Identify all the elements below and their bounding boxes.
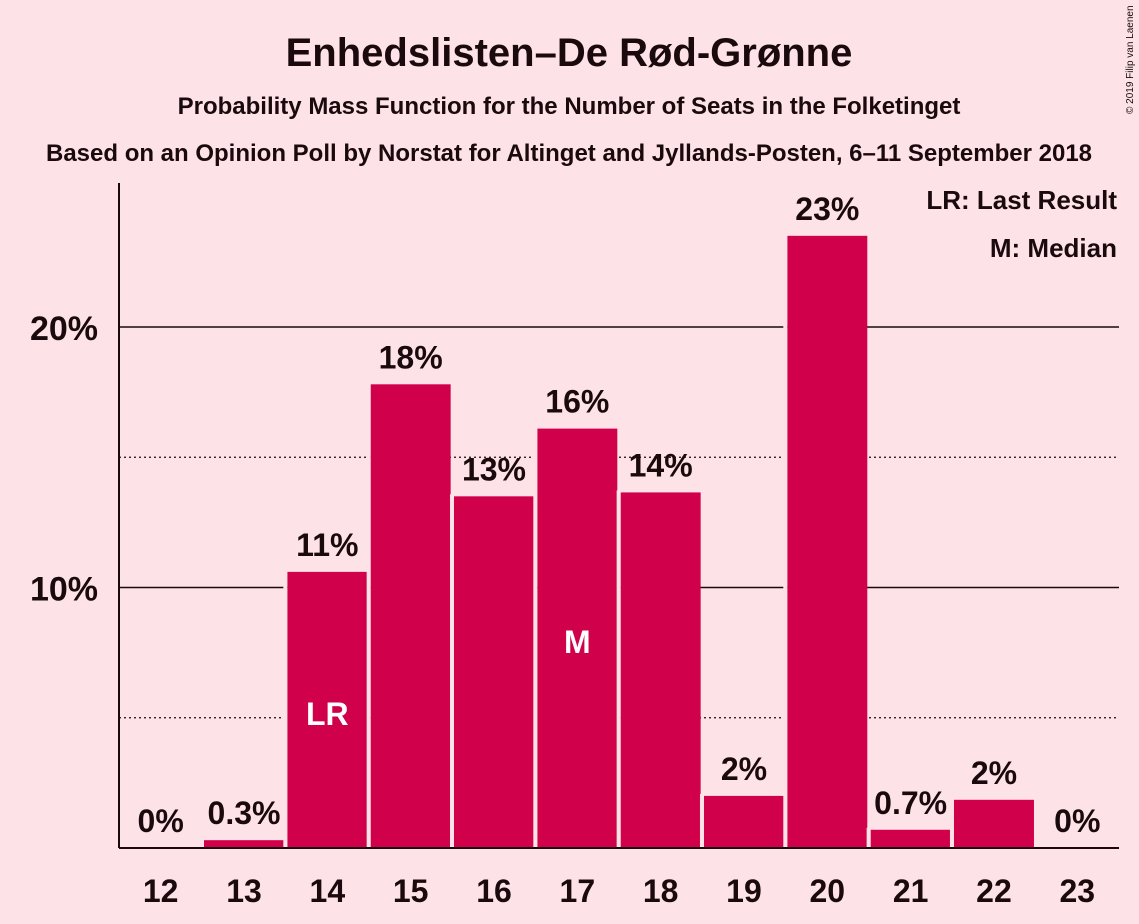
x-tick-label: 23 [1059,873,1095,909]
x-tick-label: 18 [643,873,679,909]
bar-separator [449,494,454,848]
x-tick-label: 16 [476,873,512,909]
data-label: 11% [296,527,358,563]
data-label: 18% [379,339,443,375]
bar-21 [870,829,951,848]
bar-15 [370,384,451,848]
x-tick-label: 12 [143,873,179,909]
copyright-text: © 2019 Filip van Laenen [1125,5,1136,114]
bar-19 [703,795,784,848]
bar-separator [533,426,538,848]
labels: 10% 20% 0% 12 0.3% 13 11% 14 LR 18% 15 13% 16 16% 17 M 1… [30,191,1100,909]
data-label: 0% [1054,803,1100,839]
bar-separator [866,827,871,848]
data-label: 16% [545,384,609,420]
chart-subtitle: Probability Mass Function for the Number… [178,93,961,120]
y-tick-label: 10% [30,571,98,609]
inner-label: LR [306,696,349,732]
data-label: 13% [462,451,526,487]
inner-label: M [564,624,591,660]
x-tick-label: 17 [560,873,596,909]
bar-separator [783,233,788,848]
legend-last-result: LR: Last Result [926,185,1117,215]
bar-13 [203,840,284,848]
data-label: 2% [721,751,767,787]
y-tick-label: 20% [30,310,98,348]
x-tick-label: 21 [893,873,929,909]
bar-16 [453,496,534,848]
bar-17 [537,428,618,848]
data-label: 2% [971,755,1017,791]
bar-separator [283,569,288,848]
bar-separator [199,838,204,848]
chart-title: Enhedslisten–De Rød-Grønne [286,31,853,75]
data-label: 14% [629,447,693,483]
bar-18 [620,492,701,848]
x-tick-label: 14 [310,873,346,909]
x-tick-label: 13 [226,873,262,909]
bar-20 [787,235,868,848]
x-tick-label: 19 [726,873,762,909]
bar-separator [616,490,621,848]
bar-22 [953,799,1034,848]
legend-median: M: Median [990,233,1117,263]
x-tick-label: 15 [393,873,429,909]
chart-subtitle-2: Based on an Opinion Poll by Norstat for … [46,140,1092,167]
data-label: 0% [138,803,184,839]
bar-14 [287,571,368,848]
bar-separator [699,793,704,848]
x-tick-label: 20 [810,873,846,909]
bar-separator [366,382,371,848]
bars [199,233,1034,848]
data-label: 0.7% [874,785,947,821]
data-label: 23% [795,191,859,227]
bar-separator [949,797,954,848]
x-tick-label: 22 [976,873,1012,909]
data-label: 0.3% [208,795,281,831]
